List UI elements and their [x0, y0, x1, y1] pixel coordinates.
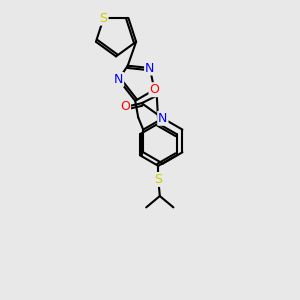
- Text: O: O: [120, 100, 130, 113]
- Text: N: N: [114, 73, 123, 86]
- Text: O: O: [149, 83, 159, 96]
- Text: S: S: [100, 12, 108, 25]
- Text: N: N: [145, 61, 154, 74]
- Text: S: S: [154, 173, 162, 186]
- Text: N: N: [158, 112, 167, 125]
